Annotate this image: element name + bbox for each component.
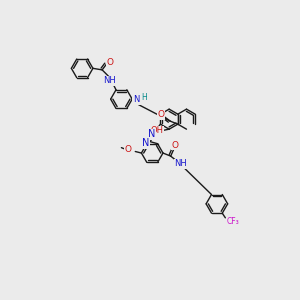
Text: O: O (158, 110, 164, 119)
Text: N: N (148, 129, 156, 139)
Text: NH: NH (103, 76, 116, 85)
Text: OH: OH (150, 126, 163, 135)
Text: N: N (142, 138, 149, 148)
Text: O: O (124, 145, 131, 154)
Text: CF₃: CF₃ (227, 217, 239, 226)
Text: O: O (106, 58, 113, 68)
Text: O: O (172, 141, 179, 150)
Text: H: H (141, 93, 147, 102)
Text: NH: NH (174, 159, 187, 168)
Text: NH: NH (133, 95, 146, 104)
